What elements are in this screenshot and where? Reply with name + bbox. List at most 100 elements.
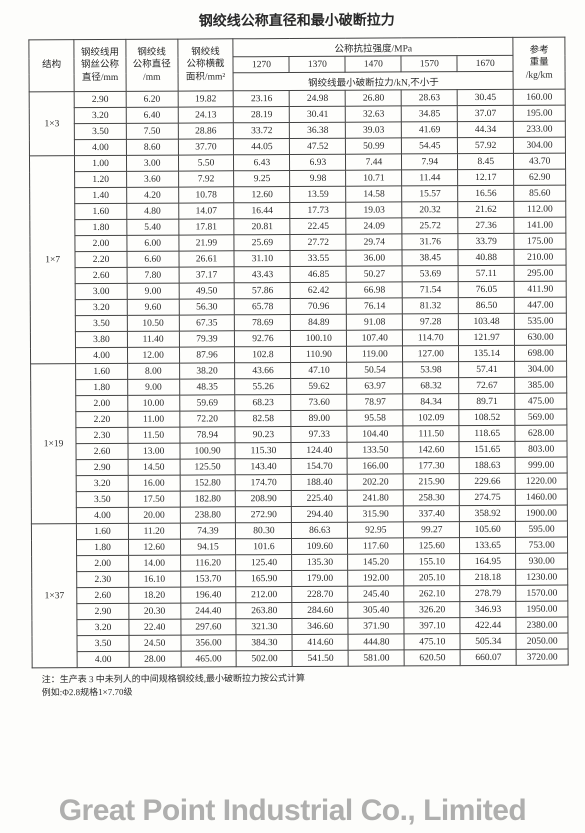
data-cell: 3.20 [75, 299, 127, 315]
data-cell: 9.25 [234, 171, 290, 187]
data-cell: 233.00 [514, 121, 566, 137]
spec-table: 结构 钢绞线用 钢丝公称 直径/mm 钢绞线 公称直径 /mm 钢绞线 公称横截… [28, 37, 568, 669]
data-cell: 57.41 [459, 361, 515, 377]
data-cell: 11.40 [127, 331, 179, 347]
data-cell: 278.79 [460, 585, 516, 601]
data-cell: 384.30 [236, 635, 292, 651]
data-cell: 57.11 [458, 265, 514, 281]
data-cell: 244.40 [180, 603, 236, 619]
data-cell: 1.80 [76, 379, 128, 395]
data-cell: 22.40 [129, 619, 181, 635]
data-cell: 6.00 [127, 235, 179, 251]
data-cell: 21.62 [458, 201, 514, 217]
data-cell: 32.63 [346, 106, 402, 122]
data-cell: 6.43 [234, 155, 290, 171]
data-cell: 3.80 [76, 331, 128, 347]
data-cell: 212.00 [236, 587, 292, 603]
data-cell: 465.00 [181, 651, 237, 667]
data-cell: 6.60 [127, 251, 179, 267]
data-cell: 39.03 [346, 122, 402, 138]
data-cell: 112.00 [514, 201, 566, 217]
data-cell: 135.14 [459, 345, 515, 361]
data-cell: 2.00 [76, 395, 128, 411]
data-cell: 210.00 [514, 249, 566, 265]
th-1270: 1270 [233, 57, 289, 73]
data-cell: 24.98 [290, 90, 346, 106]
data-cell: 46.85 [290, 266, 346, 282]
group-label: 1×7 [29, 156, 75, 364]
data-cell: 1.40 [75, 187, 127, 203]
data-cell: 218.18 [460, 569, 516, 585]
data-cell: 15.57 [402, 186, 458, 202]
data-cell: 6.20 [126, 91, 178, 107]
data-cell: 84.89 [291, 314, 347, 330]
data-cell: 2050.00 [516, 633, 568, 649]
data-cell: 43.66 [235, 363, 291, 379]
th-strength: 公称抗拉强度/MPa [233, 37, 513, 56]
data-cell: 205.10 [404, 570, 460, 586]
data-cell: 3.50 [77, 635, 129, 651]
data-cell: 72.67 [459, 377, 515, 393]
data-cell: 11.44 [402, 170, 458, 186]
data-cell: 118.65 [459, 425, 515, 441]
data-cell: 33.79 [458, 233, 514, 249]
data-cell: 16.44 [234, 203, 290, 219]
data-cell: 71.54 [402, 282, 458, 298]
data-cell: 3.60 [126, 171, 178, 187]
data-cell: 14.07 [178, 203, 234, 219]
data-cell: 28.63 [401, 90, 457, 106]
data-cell: 57.92 [458, 137, 514, 153]
data-cell: 10.00 [128, 395, 180, 411]
data-cell: 1570.00 [516, 585, 568, 601]
data-cell: 104.40 [347, 426, 403, 442]
data-cell: 54.45 [402, 138, 458, 154]
data-cell: 262.10 [404, 586, 460, 602]
data-cell: 1230.00 [516, 569, 568, 585]
data-cell: 76.14 [347, 298, 403, 314]
data-cell: 258.30 [404, 490, 460, 506]
group-label: 1×19 [31, 364, 77, 524]
data-cell: 135.30 [292, 554, 348, 570]
data-cell: 315.90 [348, 506, 404, 522]
data-cell: 1.60 [75, 203, 127, 219]
data-cell: 1.60 [77, 523, 129, 539]
data-cell: 188.40 [292, 474, 348, 490]
data-cell: 87.96 [179, 347, 235, 363]
data-cell: 133.65 [460, 537, 516, 553]
data-cell: 82.58 [235, 411, 291, 427]
data-cell: 86.63 [292, 522, 348, 538]
data-cell: 14.50 [128, 459, 180, 475]
data-cell: 1.60 [76, 363, 128, 379]
page-title: 钢绞线公称直径和最小破断拉力 [28, 9, 565, 32]
data-cell: 31.10 [234, 251, 290, 267]
data-cell: 2.60 [76, 443, 128, 459]
data-cell: 505.34 [460, 633, 516, 649]
data-cell: 94.15 [180, 539, 236, 555]
footnote: 注：生产表 3 中未列人的中间规格钢绞线,最小破断拉力按公式计算 例如:Φ2.8… [32, 670, 569, 699]
data-cell: 7.44 [346, 154, 402, 170]
data-cell: 475.10 [404, 634, 460, 650]
data-cell: 124.40 [291, 442, 347, 458]
data-cell: 225.40 [292, 490, 348, 506]
th-strand-dia: 钢绞线 公称直径 /mm [126, 39, 178, 91]
data-cell: 22.45 [290, 218, 346, 234]
data-cell: 3.00 [126, 155, 178, 171]
data-cell: 114.70 [403, 330, 459, 346]
data-cell: 447.00 [514, 297, 566, 313]
data-cell: 125.60 [404, 538, 460, 554]
data-cell: 76.05 [458, 281, 514, 297]
data-cell: 1.80 [75, 219, 127, 235]
data-cell: 40.88 [458, 249, 514, 265]
data-cell: 1220.00 [515, 473, 567, 489]
data-cell: 2.90 [76, 459, 128, 475]
data-cell: 7.94 [402, 154, 458, 170]
data-cell: 28.00 [129, 651, 181, 667]
data-cell: 70.96 [291, 298, 347, 314]
data-cell: 33.55 [290, 250, 346, 266]
data-cell: 86.50 [459, 297, 515, 313]
data-cell: 91.08 [347, 314, 403, 330]
data-cell: 81.32 [403, 298, 459, 314]
data-cell: 125.40 [236, 555, 292, 571]
data-cell: 50.27 [346, 266, 402, 282]
watermark-text: Great Point Industrial Co., Limited [0, 794, 585, 828]
